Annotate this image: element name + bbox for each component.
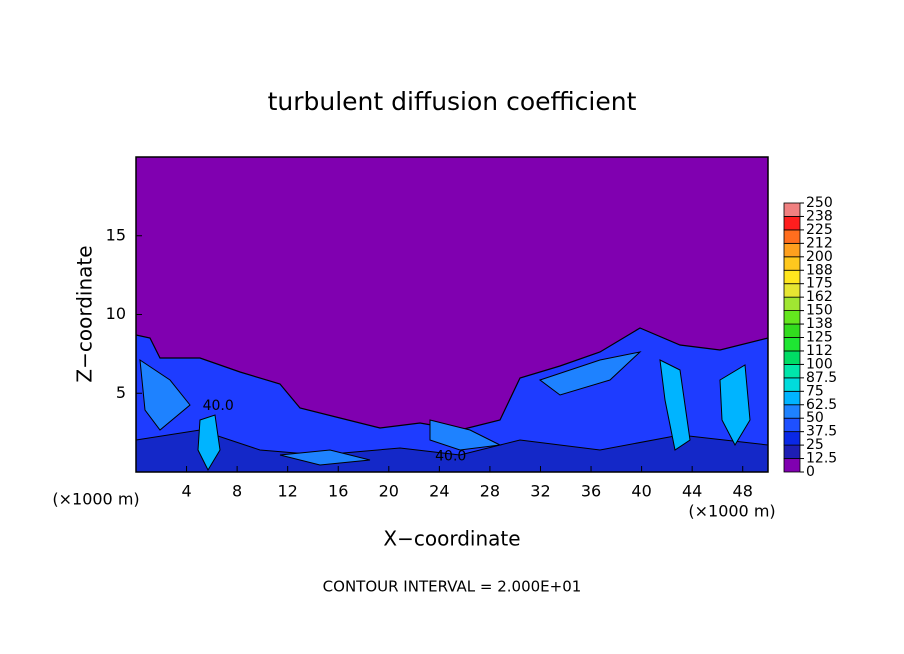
- contour-label: 40.0: [203, 398, 234, 414]
- colorbar-label: 50: [806, 410, 824, 426]
- colorbar-box: [783, 296, 801, 311]
- colorbar-label: 25: [806, 437, 824, 453]
- x-tick-label: 20: [379, 482, 399, 501]
- colorbar-box: [783, 310, 801, 325]
- y-axis-label: Z−coordinate: [73, 245, 97, 382]
- colorbar-label: 212: [806, 235, 833, 251]
- colorbar-box: [783, 242, 801, 258]
- colorbar-label: 250: [806, 195, 833, 211]
- x-axis-label: X−coordinate: [383, 527, 520, 551]
- colorbar-label: 12.5: [806, 451, 837, 467]
- colorbar-box: [783, 283, 801, 298]
- colorbar-box: [783, 431, 801, 446]
- colorbar-label: 100: [806, 356, 833, 372]
- colorbar-box: [783, 269, 801, 285]
- colorbar-label: 75: [806, 383, 824, 399]
- x-tick-label: 32: [530, 482, 550, 501]
- footer-note: CONTOUR INTERVAL = 2.000E+01: [323, 578, 582, 596]
- y-tick-label: 10: [106, 304, 126, 323]
- colorbar-label: 150: [806, 303, 833, 319]
- colorbar-label: 162: [806, 289, 833, 305]
- x-unit-label: (×1000 m): [52, 490, 139, 509]
- x-unit-label: (×1000 m): [688, 502, 775, 521]
- colorbar-label: 238: [806, 208, 833, 224]
- chart-title: turbulent diffusion coefficient: [268, 87, 637, 116]
- x-tick-label: 24: [429, 482, 449, 501]
- x-tick-label: 36: [581, 482, 601, 501]
- colorbar-label: 175: [806, 276, 833, 292]
- field-region: [429, 419, 502, 451]
- x-tick-label: 44: [682, 482, 702, 501]
- x-tick-label: 48: [733, 482, 753, 501]
- colorbar-box: [783, 323, 801, 338]
- x-tick-label: 12: [278, 482, 298, 501]
- colorbar-label: 125: [806, 330, 833, 346]
- field-region: [279, 449, 371, 466]
- colorbar-label: 112: [806, 343, 833, 359]
- colorbar-box: [783, 377, 801, 392]
- colorbar-box: [783, 256, 801, 271]
- colorbar-label: 87.5: [806, 370, 837, 386]
- colorbar-box: [783, 363, 801, 379]
- x-tick-label: 28: [480, 482, 500, 501]
- x-tick-label: 8: [232, 482, 242, 501]
- colorbar-box: [783, 350, 801, 365]
- contour-label: 40.0: [435, 448, 466, 464]
- colorbar-box: [783, 202, 801, 217]
- field-region: [719, 364, 751, 447]
- colorbar-box: [783, 417, 801, 433]
- y-tick-label: 15: [106, 225, 126, 244]
- field-region: [659, 359, 691, 451]
- colorbar-box: [783, 229, 801, 244]
- y-tick-label: 5: [116, 383, 126, 402]
- colorbar-box: [783, 390, 801, 406]
- colorbar-box: [783, 216, 801, 231]
- colorbar-label: 62.5: [806, 397, 837, 413]
- field-region: [136, 429, 768, 472]
- field: [136, 327, 768, 472]
- x-tick-label: 16: [328, 482, 348, 501]
- colorbar-label: 37.5: [806, 424, 837, 440]
- colorbar-box: [783, 458, 801, 473]
- x-tick-label: 4: [181, 482, 191, 501]
- colorbar-label: 0: [806, 464, 815, 480]
- colorbar-box: [783, 444, 801, 459]
- colorbar-box: [783, 337, 801, 352]
- colorbar-label: 200: [806, 249, 833, 265]
- colorbar-label: 138: [806, 316, 833, 332]
- field-region: [538, 351, 642, 396]
- colorbar-box: [783, 404, 801, 419]
- field-region: [197, 414, 221, 472]
- colorbar-label: 225: [806, 222, 833, 238]
- colorbar-label: 188: [806, 262, 833, 278]
- field-region: [139, 358, 191, 431]
- x-tick-label: 40: [631, 482, 651, 501]
